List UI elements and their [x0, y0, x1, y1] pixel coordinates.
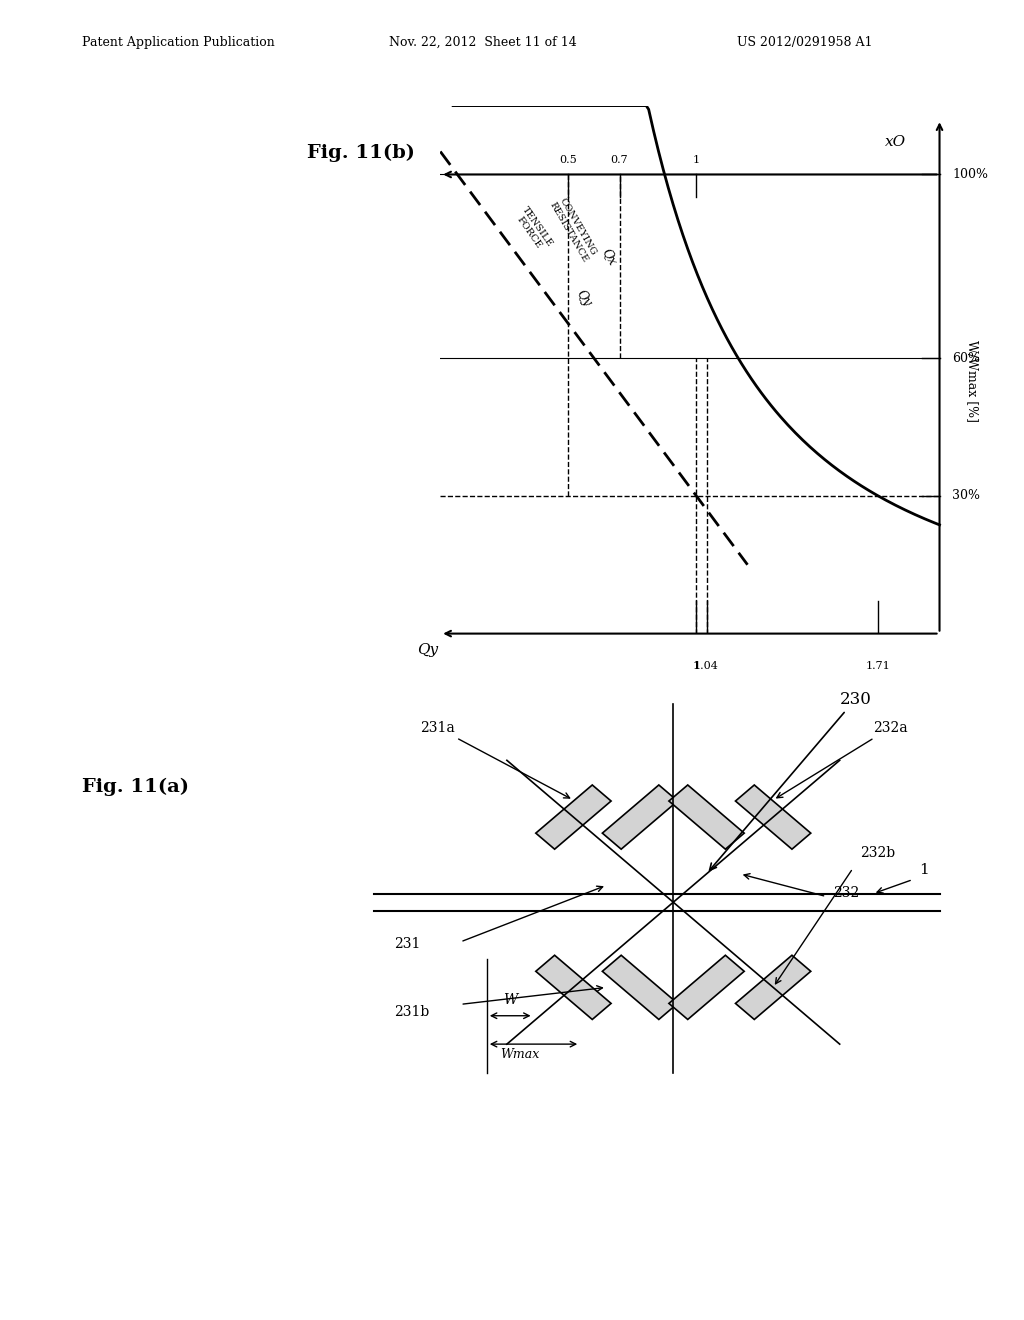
Polygon shape	[669, 956, 744, 1019]
Polygon shape	[602, 956, 678, 1019]
Text: CONVEYING
RESISTANCE: CONVEYING RESISTANCE	[548, 195, 599, 264]
Text: 0.5: 0.5	[559, 156, 578, 165]
Polygon shape	[536, 785, 611, 849]
Text: 1: 1	[693, 156, 699, 165]
Text: 0.7: 0.7	[610, 156, 629, 165]
Text: Patent Application Publication: Patent Application Publication	[82, 36, 274, 49]
Text: Wmax: Wmax	[501, 1048, 540, 1061]
Text: W: W	[503, 994, 517, 1007]
Polygon shape	[536, 956, 611, 1019]
Text: 60%: 60%	[952, 351, 980, 364]
Text: 231b: 231b	[393, 1005, 429, 1019]
Text: 230: 230	[710, 690, 871, 870]
Text: TENSILE
FORCE: TENSILE FORCE	[512, 205, 555, 255]
Text: 231a: 231a	[420, 721, 569, 799]
Polygon shape	[735, 785, 811, 849]
Text: xO: xO	[886, 136, 906, 149]
Text: 1.04: 1.04	[694, 661, 719, 671]
Text: Nov. 22, 2012  Sheet 11 of 14: Nov. 22, 2012 Sheet 11 of 14	[389, 36, 577, 49]
Text: Qx: Qx	[599, 247, 618, 268]
Text: 100%: 100%	[952, 168, 988, 181]
Text: US 2012/0291958 A1: US 2012/0291958 A1	[737, 36, 872, 49]
Text: Qy: Qy	[573, 288, 594, 309]
Text: 1: 1	[693, 661, 699, 671]
Text: 231: 231	[393, 937, 420, 950]
Polygon shape	[735, 956, 811, 1019]
Polygon shape	[669, 785, 744, 849]
Text: 232b: 232b	[859, 846, 895, 859]
Text: 1.71: 1.71	[865, 661, 891, 671]
Text: Fig. 11(b): Fig. 11(b)	[307, 144, 415, 162]
Text: W/Wmax [%]: W/Wmax [%]	[967, 341, 979, 422]
Text: 1: 1	[920, 863, 930, 876]
Polygon shape	[602, 785, 678, 849]
Text: Qy: Qy	[417, 643, 438, 657]
Text: Fig. 11(a): Fig. 11(a)	[82, 777, 188, 796]
Text: 30%: 30%	[952, 490, 980, 503]
Text: 232a: 232a	[777, 721, 907, 797]
Text: 232: 232	[833, 886, 859, 899]
